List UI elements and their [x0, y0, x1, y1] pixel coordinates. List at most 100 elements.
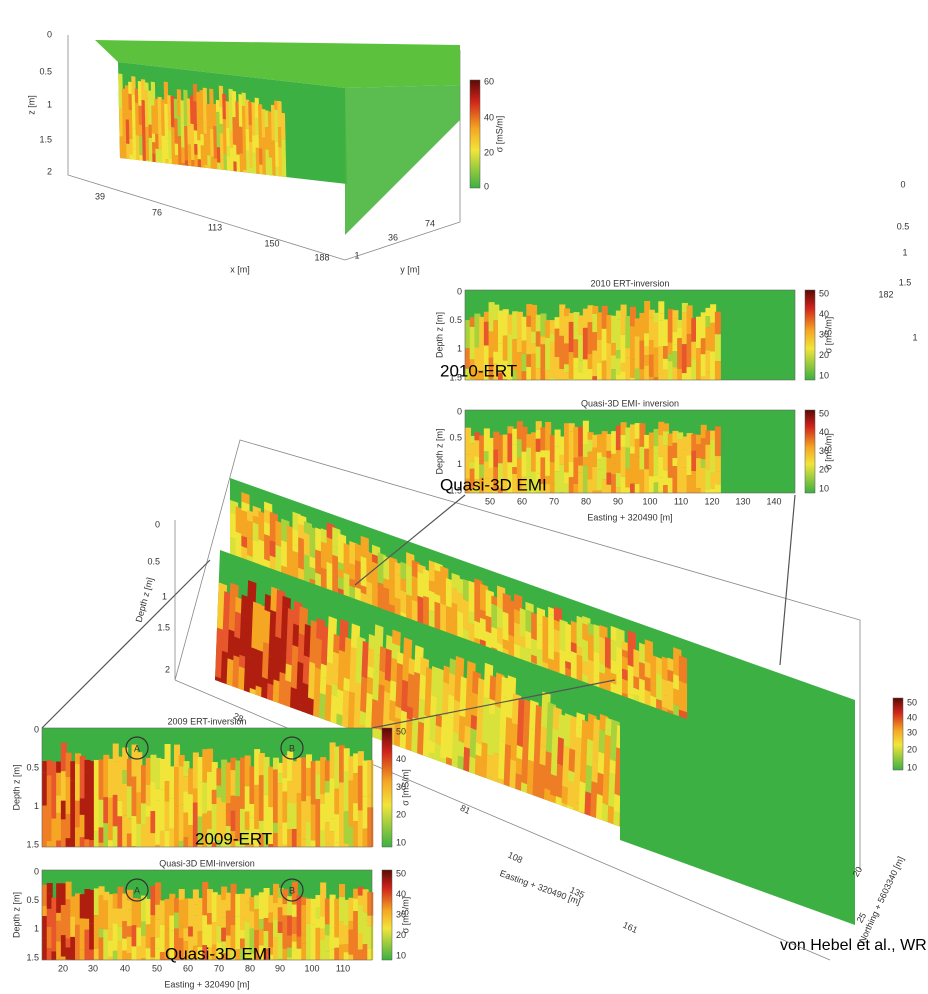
cell [514, 593, 523, 612]
axis-box [67, 35, 461, 261]
cell [648, 432, 655, 448]
cell [559, 304, 566, 336]
cell [507, 462, 514, 493]
cell [348, 897, 355, 921]
cell [282, 903, 289, 916]
cell [710, 439, 717, 462]
cell [183, 812, 190, 838]
heatmap [118, 62, 347, 185]
cell [677, 457, 684, 481]
tick-label: 40 [396, 889, 406, 899]
cell [244, 829, 251, 845]
cell [667, 353, 674, 362]
cell [277, 958, 284, 960]
cell [60, 883, 67, 905]
tick-label: 0 [900, 179, 905, 189]
cell [220, 158, 225, 170]
cell [601, 479, 608, 493]
cell [465, 320, 472, 349]
cell [141, 921, 148, 936]
cell [60, 834, 67, 847]
cell [592, 313, 599, 333]
cell [625, 348, 632, 358]
cell [112, 950, 119, 960]
cell [169, 798, 176, 829]
cell [315, 942, 322, 960]
cell [672, 457, 679, 467]
cell [512, 311, 519, 340]
cell [216, 797, 223, 841]
cell [56, 941, 63, 960]
cell [658, 373, 665, 380]
cell [564, 308, 571, 317]
cell [592, 490, 599, 493]
cell [526, 434, 533, 448]
cell [249, 803, 256, 818]
cell [644, 333, 651, 347]
colorbar [381, 869, 393, 961]
cell [84, 759, 91, 772]
cell [573, 368, 580, 380]
cell [549, 435, 556, 463]
cell [516, 352, 523, 380]
cell [474, 322, 481, 348]
cell [291, 803, 298, 829]
cell [653, 428, 660, 447]
tick-label: 40 [819, 427, 829, 437]
cell [597, 452, 604, 460]
cell [126, 953, 133, 960]
cell [183, 761, 190, 777]
cell [70, 815, 77, 847]
cell [268, 922, 275, 948]
cell [540, 427, 547, 451]
panel-tag: 2010-ERT [440, 361, 517, 380]
tick-label: 40 [484, 112, 494, 122]
cell [221, 840, 228, 847]
cell [60, 800, 67, 820]
cell [275, 166, 280, 177]
cell [620, 434, 627, 447]
cell [131, 846, 138, 847]
colorbar [804, 289, 816, 381]
cell [611, 343, 618, 356]
cell [131, 946, 138, 960]
tick-label: 20 [819, 465, 829, 475]
cell [117, 908, 124, 927]
tick-label: 50 [152, 963, 162, 973]
cell [150, 81, 156, 107]
tick-label: 0 [484, 181, 489, 191]
cell [46, 840, 53, 847]
cell [348, 826, 355, 847]
cell [559, 454, 566, 465]
cell [357, 886, 364, 896]
marker-circle [125, 736, 149, 760]
cell [273, 757, 280, 770]
cell [630, 453, 637, 484]
cell [315, 927, 322, 943]
cell [183, 837, 190, 847]
cell [188, 936, 195, 960]
cell [353, 941, 360, 960]
cell [606, 343, 613, 365]
cell [667, 433, 674, 447]
cell [178, 937, 185, 960]
tick-label: 40 [819, 309, 829, 319]
tick-label: 74 [425, 218, 435, 228]
cell [56, 912, 63, 921]
cell [320, 757, 327, 795]
cell [392, 629, 401, 646]
tick-label: 39 [95, 191, 105, 201]
cell [540, 336, 547, 345]
cell [611, 463, 618, 475]
cell [587, 322, 594, 355]
cell [277, 933, 284, 959]
cell [667, 309, 674, 323]
cell [554, 357, 561, 380]
cell [217, 162, 222, 170]
cell [611, 355, 618, 370]
cell [70, 761, 77, 781]
cell [681, 449, 688, 468]
cell [75, 753, 82, 764]
cell [367, 807, 374, 847]
cell [258, 820, 265, 833]
